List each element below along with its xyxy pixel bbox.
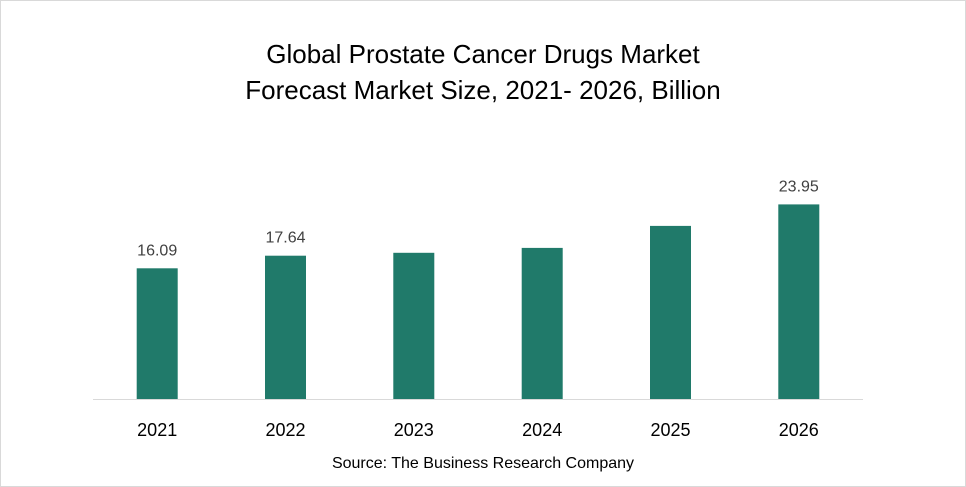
x-tick-label-2023: 2023 bbox=[394, 420, 434, 440]
bar-2026 bbox=[778, 204, 820, 399]
data-label-2021: 16.09 bbox=[137, 242, 177, 259]
source-note: Source: The Business Research Company bbox=[331, 455, 635, 472]
bar-2025 bbox=[650, 225, 691, 399]
chart-title-line-1: Global Prostate Cancer Drugs Market bbox=[266, 39, 700, 69]
data-label-2026: 23.95 bbox=[779, 178, 819, 195]
bar-2022 bbox=[265, 255, 306, 399]
x-tick-label-2026: 2026 bbox=[779, 420, 819, 440]
x-tick-label-2021: 2021 bbox=[137, 420, 177, 440]
labels-group: 2021 16.09 2022 17.64 2023 2024 2025 2026 23.95 bbox=[137, 178, 819, 440]
x-tick-label-2022: 2022 bbox=[265, 420, 305, 440]
bar-2024 bbox=[521, 247, 563, 399]
bars-group bbox=[136, 204, 820, 400]
bar-2021 bbox=[136, 268, 178, 399]
data-label-2022: 17.64 bbox=[265, 230, 305, 247]
chart-title-line-2: Forecast Market Size, 2021- 2026, Billio… bbox=[245, 75, 721, 105]
bar-2023 bbox=[393, 252, 435, 400]
x-tick-label-2024: 2024 bbox=[522, 420, 562, 440]
x-tick-label-2025: 2025 bbox=[650, 420, 690, 440]
